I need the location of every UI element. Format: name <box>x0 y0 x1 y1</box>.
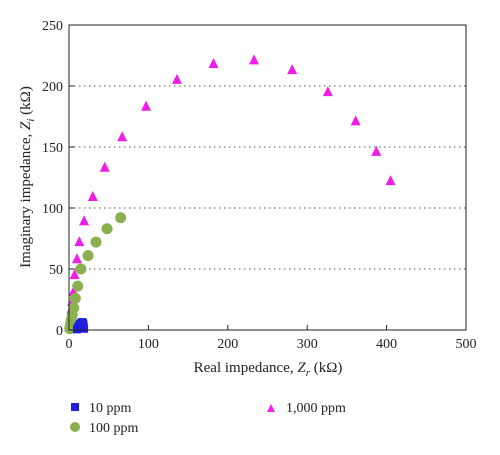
point-1000ppmppm <box>322 86 333 97</box>
x-tick-label: 500 <box>456 337 477 352</box>
point-1000ppmppm <box>87 191 98 202</box>
point-100ppmppm <box>101 223 113 235</box>
point-1000ppmppm <box>208 58 219 69</box>
plot-area-frame <box>68 24 467 331</box>
point-1000ppmppm <box>249 54 260 65</box>
legend-marker-100ppm <box>70 422 80 432</box>
gridlines <box>69 85 466 270</box>
point-1000ppmppm <box>71 253 82 264</box>
y-axis-title: Imaginary impedance, Zi (kΩ) <box>18 86 37 268</box>
legend-label-100ppm: 100 ppm <box>89 421 139 436</box>
x-tick-label: 300 <box>297 337 318 352</box>
legend: 10 ppm 100 ppm 1,000 ppm <box>70 401 346 436</box>
y-axis-title-prefix: Imaginary impedance, <box>18 130 34 268</box>
point-1000ppmppm <box>385 175 396 186</box>
y-tick-label: 250 <box>42 19 63 34</box>
y-axis-title-variable: Z <box>18 121 34 130</box>
x-tick-label: 100 <box>138 337 159 352</box>
point-100ppmppm <box>75 263 87 275</box>
point-10ppmppm <box>80 324 89 333</box>
y-tick-label: 50 <box>49 263 63 278</box>
x-tick-label: 200 <box>217 337 238 352</box>
point-1000ppmppm <box>371 145 382 156</box>
y-tick-label: 200 <box>42 80 63 95</box>
point-1000ppmppm <box>79 215 90 226</box>
x-axis-title-variable: Z <box>297 360 306 376</box>
legend-label-10ppm: 10 ppm <box>89 401 132 416</box>
point-1000ppmppm <box>287 64 298 75</box>
legend-label-1000ppm: 1,000 ppm <box>286 401 346 416</box>
x-axis-title-subscript: r <box>306 367 311 379</box>
point-1000ppmppm <box>117 131 128 142</box>
point-1000ppmppm <box>69 269 80 280</box>
x-axis-title-prefix: Real impedance, <box>194 360 298 376</box>
x-axis-title: Real impedance, Zr (kΩ) <box>194 360 343 379</box>
point-100ppmppm <box>115 212 127 224</box>
y-tick-label: 150 <box>42 141 63 156</box>
x-axis-title-unit: (kΩ) <box>310 360 342 376</box>
point-100ppmppm <box>90 236 102 248</box>
y-tick-label: 100 <box>42 202 63 217</box>
point-1000ppmppm <box>74 236 85 247</box>
point-1000ppmppm <box>171 73 182 84</box>
y-tick-label: 0 <box>56 324 63 339</box>
point-1000ppmppm <box>99 161 110 172</box>
x-tick-label: 400 <box>376 337 397 352</box>
data-points <box>64 54 396 335</box>
point-1000ppmppm <box>141 100 152 111</box>
point-100ppmppm <box>68 302 80 314</box>
legend-marker-10ppm <box>71 403 79 411</box>
axis-ticks: 0 50 100 150 200 250 0 100 200 300 400 500 <box>42 19 477 352</box>
legend-marker-1000ppm <box>267 404 275 412</box>
x-tick-label: 0 <box>66 337 73 352</box>
point-100ppmppm <box>72 280 84 292</box>
y-axis-title-unit: (kΩ) <box>18 86 34 118</box>
point-1000ppmppm <box>350 115 361 126</box>
point-100ppmppm <box>82 250 94 262</box>
point-100ppmppm <box>69 292 81 304</box>
y-axis-title-subscript: i <box>25 119 37 122</box>
